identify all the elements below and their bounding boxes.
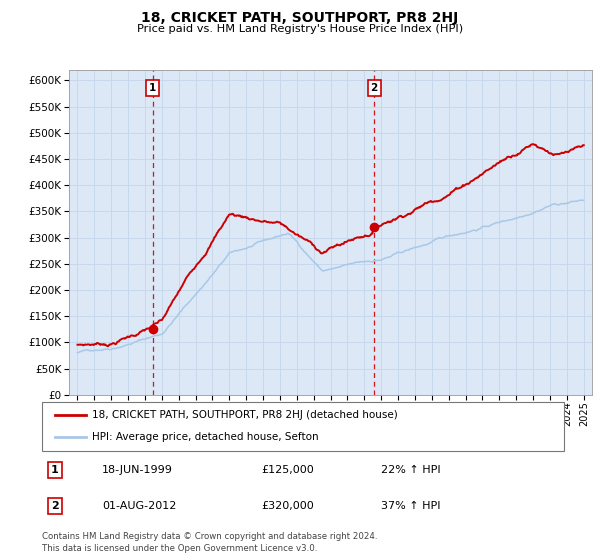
Text: 37% ↑ HPI: 37% ↑ HPI [382, 501, 441, 511]
Text: 18, CRICKET PATH, SOUTHPORT, PR8 2HJ (detached house): 18, CRICKET PATH, SOUTHPORT, PR8 2HJ (de… [92, 410, 397, 420]
Text: 22% ↑ HPI: 22% ↑ HPI [382, 465, 441, 475]
Text: HPI: Average price, detached house, Sefton: HPI: Average price, detached house, Seft… [92, 432, 318, 442]
FancyBboxPatch shape [42, 402, 564, 451]
Text: £125,000: £125,000 [261, 465, 314, 475]
Text: 2: 2 [371, 83, 378, 93]
Text: £320,000: £320,000 [261, 501, 314, 511]
Text: 18, CRICKET PATH, SOUTHPORT, PR8 2HJ: 18, CRICKET PATH, SOUTHPORT, PR8 2HJ [142, 11, 458, 25]
Text: 1: 1 [51, 465, 59, 475]
Text: Price paid vs. HM Land Registry's House Price Index (HPI): Price paid vs. HM Land Registry's House … [137, 24, 463, 34]
Text: 2: 2 [51, 501, 59, 511]
Text: Contains HM Land Registry data © Crown copyright and database right 2024.
This d: Contains HM Land Registry data © Crown c… [42, 532, 377, 553]
Text: 1: 1 [149, 83, 157, 93]
Text: 01-AUG-2012: 01-AUG-2012 [102, 501, 176, 511]
Text: 18-JUN-1999: 18-JUN-1999 [102, 465, 173, 475]
